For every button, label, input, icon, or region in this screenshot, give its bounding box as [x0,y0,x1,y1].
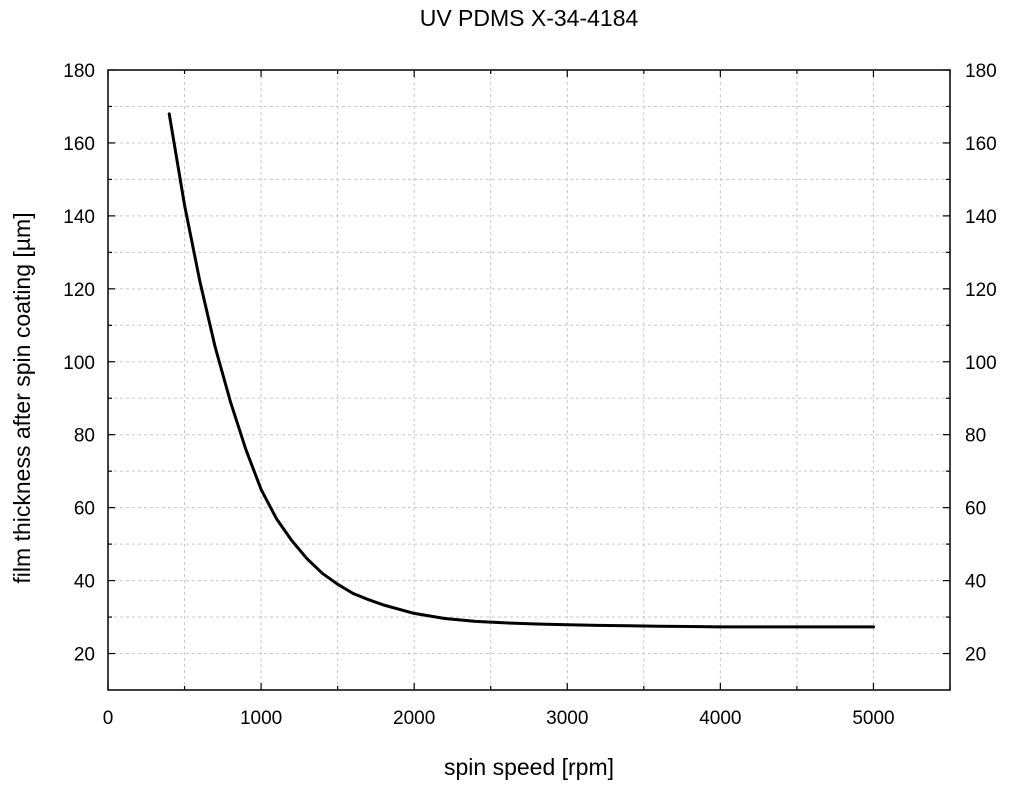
y-axis-title: film thickness after spin coating [µm] [9,212,35,583]
right-y-tick-label: 140 [965,207,997,228]
y-tick-label: 180 [63,61,95,82]
y-tick-label: 140 [63,207,95,228]
x-axis-title: spin speed [rpm] [444,754,614,780]
chart-title: UV PDMS X-34-4184 [420,5,639,31]
right-y-tick-label: 40 [965,572,986,593]
right-y-tick-label: 80 [965,426,986,447]
y-tick-labels: 20 40 60 80 100 120 140 160 180 [63,61,95,666]
y-tick-label: 20 [74,645,95,666]
right-y-tick-label: 100 [965,353,997,374]
y-tick-label: 160 [63,134,95,155]
y-tick-label: 120 [63,280,95,301]
right-y-tick-label: 20 [965,645,986,666]
x-tick-label: 0 [103,708,114,729]
y-tick-label: 80 [74,426,95,447]
series-group [167,112,875,629]
x-tick-label: 2000 [393,708,435,729]
right-y-tick-label: 60 [965,499,986,520]
right-y-tick-label: 180 [965,61,997,82]
right-y-tick-labels: 20 40 60 80 100 120 140 160 180 [965,61,997,666]
x-tick-label: 3000 [546,708,588,729]
x-tick-labels: 0 1000 2000 3000 4000 5000 [103,708,895,729]
series-line [167,112,875,629]
axis-ticks [107,69,951,690]
x-tick-label: 5000 [852,708,894,729]
x-tick-label: 1000 [240,708,282,729]
y-tick-label: 100 [63,353,95,374]
grid-lines [108,70,950,690]
x-tick-label: 4000 [699,708,741,729]
right-y-tick-label: 120 [965,280,997,301]
right-y-tick-label: 160 [965,134,997,155]
y-tick-label: 60 [74,499,95,520]
y-tick-label: 40 [74,572,95,593]
plot-frame [107,69,951,691]
